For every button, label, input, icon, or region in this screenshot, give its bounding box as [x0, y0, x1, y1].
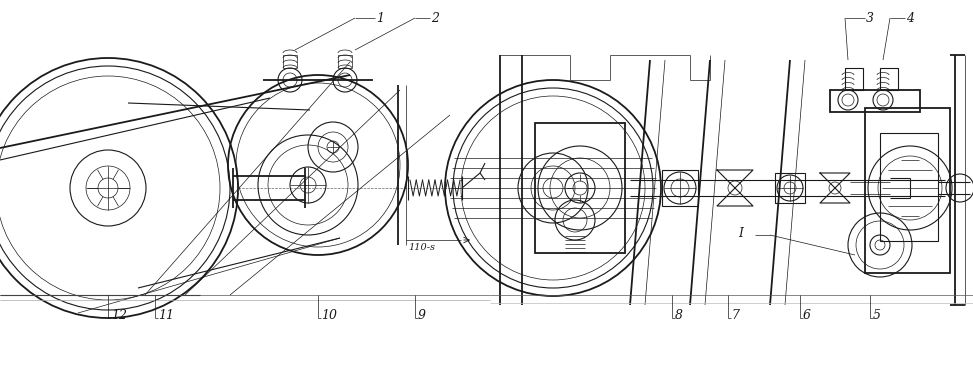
Text: 5: 5: [873, 309, 881, 322]
Text: 12: 12: [111, 309, 127, 322]
Text: 7: 7: [731, 309, 739, 322]
Bar: [830, 90, 920, 112]
Text: 3: 3: [866, 12, 874, 25]
Text: 1: 1: [376, 12, 384, 25]
Bar: [880, 133, 938, 241]
Text: 8: 8: [675, 309, 683, 322]
Text: 4: 4: [906, 12, 914, 25]
Text: 110-s: 110-s: [408, 243, 435, 252]
Bar: [845, 68, 863, 90]
Text: 9: 9: [418, 309, 426, 322]
Text: 6: 6: [803, 309, 811, 322]
Bar: [865, 108, 950, 273]
Text: 10: 10: [321, 309, 337, 322]
Text: I: I: [738, 227, 743, 240]
Bar: [775, 173, 805, 203]
Bar: [880, 68, 898, 90]
Text: 11: 11: [158, 309, 174, 322]
Text: 2: 2: [431, 12, 439, 25]
Bar: [662, 170, 698, 206]
Bar: [535, 123, 625, 253]
